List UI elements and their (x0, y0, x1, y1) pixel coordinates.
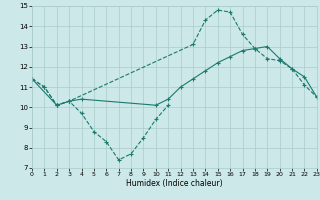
X-axis label: Humidex (Indice chaleur): Humidex (Indice chaleur) (126, 179, 223, 188)
